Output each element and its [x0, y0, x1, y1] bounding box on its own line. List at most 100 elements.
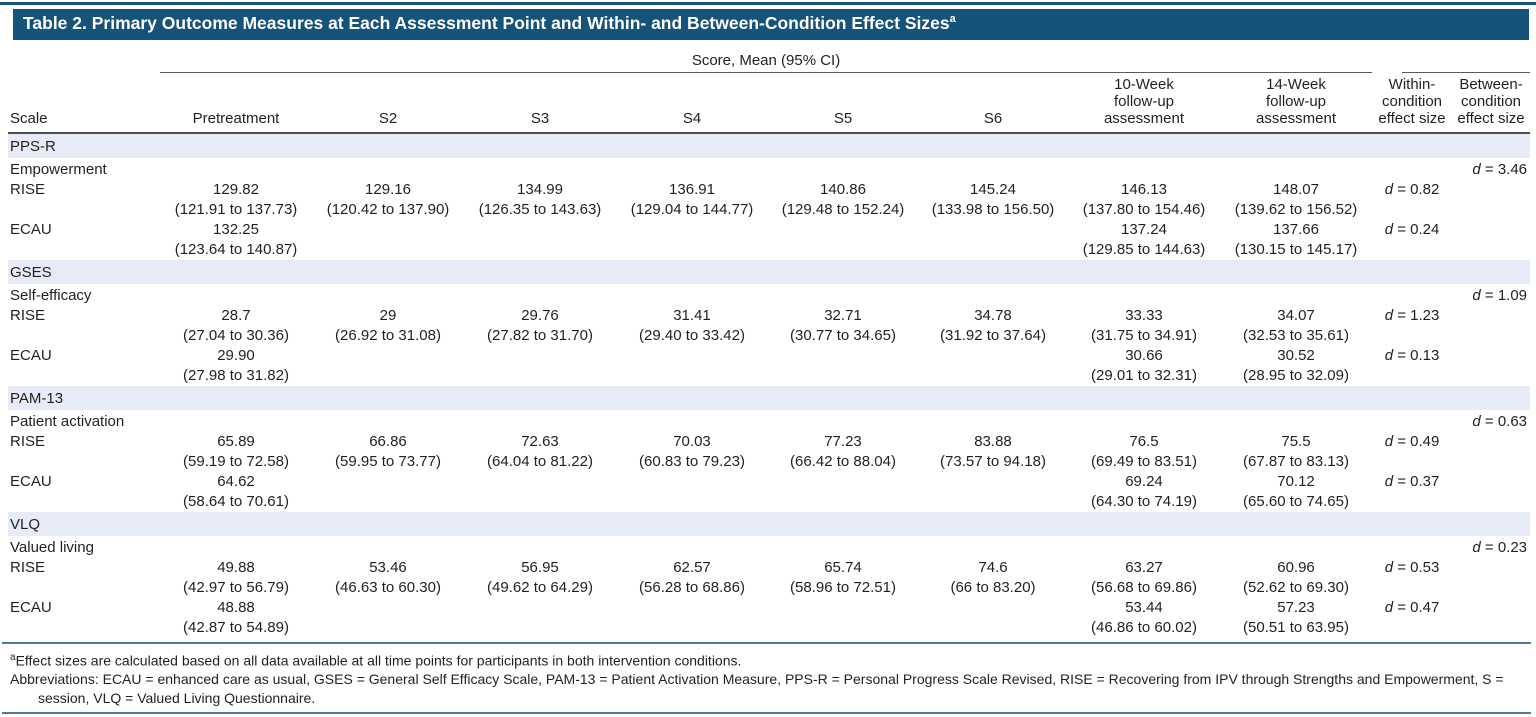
score-ci: (64.30 to 74.19) — [1091, 493, 1197, 510]
score-ci: (130.15 to 145.17) — [1234, 241, 1358, 258]
score-ci: (31.92 to 37.64) — [940, 327, 1046, 344]
score-mean: 64.62 — [217, 473, 255, 490]
effect-d-symbol: d — [1384, 347, 1394, 364]
effect-d-symbol: d — [1472, 539, 1481, 556]
score-cell: 33.33 (31.75 to 34.91) — [1068, 306, 1220, 346]
score-ci: (73.57 to 94.18) — [940, 453, 1046, 470]
score-mean: 63.27 — [1125, 559, 1163, 576]
between-condition-effect: d = 3.46 — [1472, 161, 1528, 178]
score-cell: 146.13 (137.80 to 154.46) — [1068, 180, 1220, 220]
outcome-label: Empowerment — [10, 161, 107, 178]
score-cell: 129.82 (121.91 to 137.73) — [160, 180, 312, 220]
score-cell — [616, 472, 768, 512]
score-mean: 62.57 — [673, 559, 711, 576]
within-condition-effect: d = 0.24 — [1384, 221, 1440, 238]
score-cell — [616, 220, 768, 260]
effect-size-footnote: aEffect sizes are calculated based on al… — [10, 649, 1528, 670]
score-ci: (27.98 to 31.82) — [183, 367, 289, 384]
condition-row-rise: RISE 28.7 (27.04 to 30.36) 29 (26.92 to 31.0… — [8, 306, 1530, 346]
col-header-s5: S5 — [768, 73, 918, 134]
score-cell: 29 (26.92 to 31.08) — [312, 306, 464, 346]
effect-d-symbol: d — [1384, 599, 1394, 616]
score-mean: 70.03 — [673, 433, 711, 450]
outcomes-table: Score, Mean (95% CI) Scale Pretreatment … — [8, 46, 1531, 638]
score-cell: 29.76 (27.82 to 31.70) — [464, 306, 616, 346]
score-mean: 53.46 — [369, 559, 407, 576]
score-ci: (66.42 to 88.04) — [790, 453, 896, 470]
score-ci: (31.75 to 34.91) — [1091, 327, 1197, 344]
score-mean: 65.89 — [217, 433, 255, 450]
condition-label: RISE — [10, 433, 46, 450]
score-mean: 75.5 — [1281, 433, 1311, 450]
score-mean: 29 — [379, 307, 397, 324]
score-mean: 29.90 — [217, 347, 255, 364]
score-mean: 28.7 — [221, 307, 251, 324]
score-mean: 74.6 — [978, 559, 1008, 576]
score-cell — [464, 598, 616, 638]
score-cell — [312, 472, 464, 512]
between-effect-empty — [1452, 432, 1530, 472]
score-mean: 33.33 — [1125, 307, 1163, 324]
score-cell: 75.5 (67.87 to 83.13) — [1220, 432, 1372, 472]
column-header-row: Scale Pretreatment S2 S3 S4 S5 S6 10-Wee… — [8, 73, 1531, 134]
score-cell: 30.66 (29.01 to 32.31) — [1068, 346, 1220, 386]
score-ci: (29.40 to 33.42) — [639, 327, 745, 344]
effect-columns-rule — [1372, 46, 1531, 73]
effect-d-symbol: d — [1384, 473, 1394, 490]
score-mean: 76.5 — [1129, 433, 1159, 450]
score-cell: 34.07 (32.53 to 35.61) — [1220, 306, 1372, 346]
bottom-rule — [2, 712, 1531, 715]
score-mean: 69.24 — [1125, 473, 1163, 490]
table-body: PPS-R Empowerment d = 3.46 RISE 129.82 (121.9… — [8, 134, 1531, 638]
score-cell: 145.24 (133.98 to 156.50) — [918, 180, 1068, 220]
score-ci: (27.04 to 30.36) — [183, 327, 289, 344]
score-cell — [918, 220, 1068, 260]
score-ci: (121.91 to 137.73) — [174, 201, 298, 218]
condition-row-ecau: ECAU 48.88 (42.87 to 54.89) 53.44 (46.86 to … — [8, 598, 1530, 638]
score-cell: 53.44 (46.86 to 60.02) — [1068, 598, 1220, 638]
between-condition-effect: d = 1.09 — [1472, 287, 1528, 304]
effect-d-symbol: d — [1384, 433, 1394, 450]
between-effect-empty — [1452, 472, 1530, 512]
score-cell: 32.71 (30.77 to 34.65) — [768, 306, 918, 346]
score-cell: 56.95 (49.62 to 64.29) — [464, 558, 616, 598]
between-effect-empty — [1452, 220, 1530, 260]
section-scale-label: GSES — [8, 260, 1531, 284]
score-ci: (59.95 to 73.77) — [335, 453, 441, 470]
score-cell: 34.78 (31.92 to 37.64) — [918, 306, 1068, 346]
title-footnote-marker: a — [949, 13, 956, 26]
score-ci: (42.87 to 54.89) — [183, 619, 289, 636]
score-group-header: Score, Mean (95% CI) — [160, 46, 1373, 73]
score-cell: 65.74 (58.96 to 72.51) — [768, 558, 918, 598]
condition-row-ecau: ECAU 29.90 (27.98 to 31.82) 30.66 (29.01 to … — [8, 346, 1530, 386]
score-ci: (139.62 to 156.52) — [1234, 201, 1358, 218]
score-cell — [464, 346, 616, 386]
score-mean: 34.07 — [1277, 307, 1315, 324]
score-cell: 48.88 (42.87 to 54.89) — [160, 598, 312, 638]
outcome-label: Self-efficacy — [10, 287, 92, 304]
score-ci: (126.35 to 143.63) — [478, 201, 602, 218]
score-cell — [464, 220, 616, 260]
score-ci: (65.60 to 74.65) — [1243, 493, 1349, 510]
score-group-row: Score, Mean (95% CI) — [8, 46, 1531, 73]
score-ci: (129.85 to 144.63) — [1082, 241, 1206, 258]
outcome-row: Self-efficacy d = 1.09 — [8, 284, 1530, 306]
outcome-row: Empowerment d = 3.46 — [8, 158, 1530, 180]
score-cell: 57.23 (50.51 to 63.95) — [1220, 598, 1372, 638]
score-cell: 49.88 (42.97 to 56.79) — [160, 558, 312, 598]
score-ci: (28.95 to 32.09) — [1243, 367, 1349, 384]
score-ci: (60.83 to 79.23) — [639, 453, 745, 470]
score-cell: 137.66 (130.15 to 145.17) — [1220, 220, 1372, 260]
score-cell — [918, 472, 1068, 512]
section-row-pam-13: PAM-13 — [8, 386, 1531, 410]
table-header: Score, Mean (95% CI) Scale Pretreatment … — [8, 46, 1531, 134]
col-header-within-condition: Within-condition effect size — [1372, 73, 1453, 134]
effect-d-symbol: d — [1384, 181, 1394, 198]
outcome-label: Valued living — [10, 539, 94, 556]
score-mean: 129.82 — [213, 181, 259, 198]
section-scale-label: VLQ — [8, 512, 1531, 536]
between-effect-empty — [1452, 558, 1530, 598]
score-ci: (56.28 to 68.86) — [639, 579, 745, 596]
score-ci: (129.04 to 144.77) — [630, 201, 754, 218]
between-effect-empty — [1452, 306, 1530, 346]
